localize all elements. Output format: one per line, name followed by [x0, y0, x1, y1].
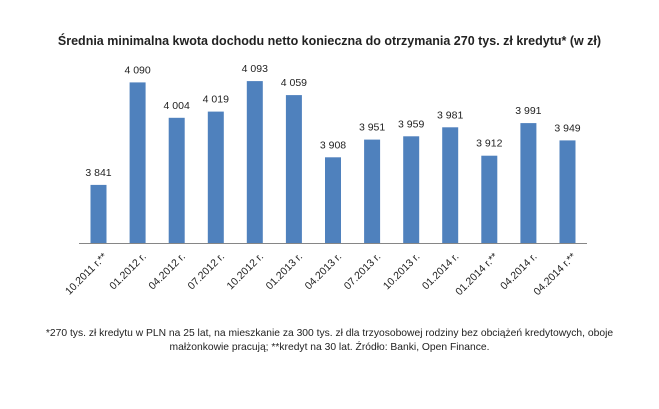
bar-3	[207, 111, 224, 243]
bar-6	[325, 157, 341, 243]
bar-9	[442, 127, 459, 243]
chart-footnote: *270 tys. zł kredytu w PLN na 25 lat, na…	[45, 328, 614, 353]
tick-label-9: 01.2014 r.	[420, 251, 462, 293]
value-labels-group: 3 841 4 090 4 004 4 019 4 093 4 059 3 908 3 951…	[85, 63, 580, 179]
value-label-2: 4 004	[164, 100, 190, 112]
value-label-3: 4 019	[203, 94, 229, 106]
bar-12	[559, 140, 576, 243]
tick-label-7: 07.2013 r.	[342, 251, 384, 293]
bar-11	[520, 123, 537, 243]
bar-8	[403, 136, 420, 243]
tick-label-3: 07.2012 r.	[185, 251, 227, 293]
tick-labels-group: 10.2011 r.**01.2012 r.04.2012 r.07.2012 …	[63, 251, 579, 298]
value-label-10: 3 912	[476, 138, 502, 150]
chart-title: Średnia minimalna kwota dochodu netto ko…	[57, 34, 602, 48]
value-label-8: 3 959	[398, 118, 424, 130]
bar-10	[481, 155, 498, 243]
bar-7	[364, 139, 381, 243]
tick-label-2: 04.2012 r.	[146, 251, 188, 293]
value-label-7: 3 951	[359, 122, 385, 134]
tick-label-5: 01.2013 r.	[264, 251, 306, 293]
value-label-1: 4 090	[124, 64, 150, 76]
bar-4	[246, 81, 263, 243]
bar-2	[168, 117, 185, 243]
bars-group	[90, 81, 576, 244]
value-label-11: 3 991	[515, 105, 541, 117]
tick-label-8: 10.2013 r.	[381, 251, 423, 293]
tick-label-12: 04.2014 r.**	[531, 251, 578, 298]
tick-label-0: 10.2011 r.**	[63, 251, 110, 298]
tick-label-6: 04.2013 r.	[303, 251, 345, 293]
bar-1	[129, 82, 146, 244]
value-label-0: 3 841	[85, 167, 111, 179]
value-label-6: 3 908	[320, 139, 346, 151]
tick-label-4: 10.2012 r.	[224, 251, 266, 293]
tick-label-1: 01.2012 r.	[107, 251, 149, 293]
tick-label-11: 04.2014 r.	[498, 251, 540, 293]
bar-0	[90, 184, 107, 243]
value-label-9: 3 981	[437, 109, 463, 121]
tick-label-10: 01.2014 r.**	[453, 251, 500, 298]
value-label-12: 3 949	[554, 122, 580, 134]
bar-5	[285, 95, 302, 243]
value-label-4: 4 093	[242, 63, 268, 75]
value-label-5: 4 059	[281, 77, 307, 89]
